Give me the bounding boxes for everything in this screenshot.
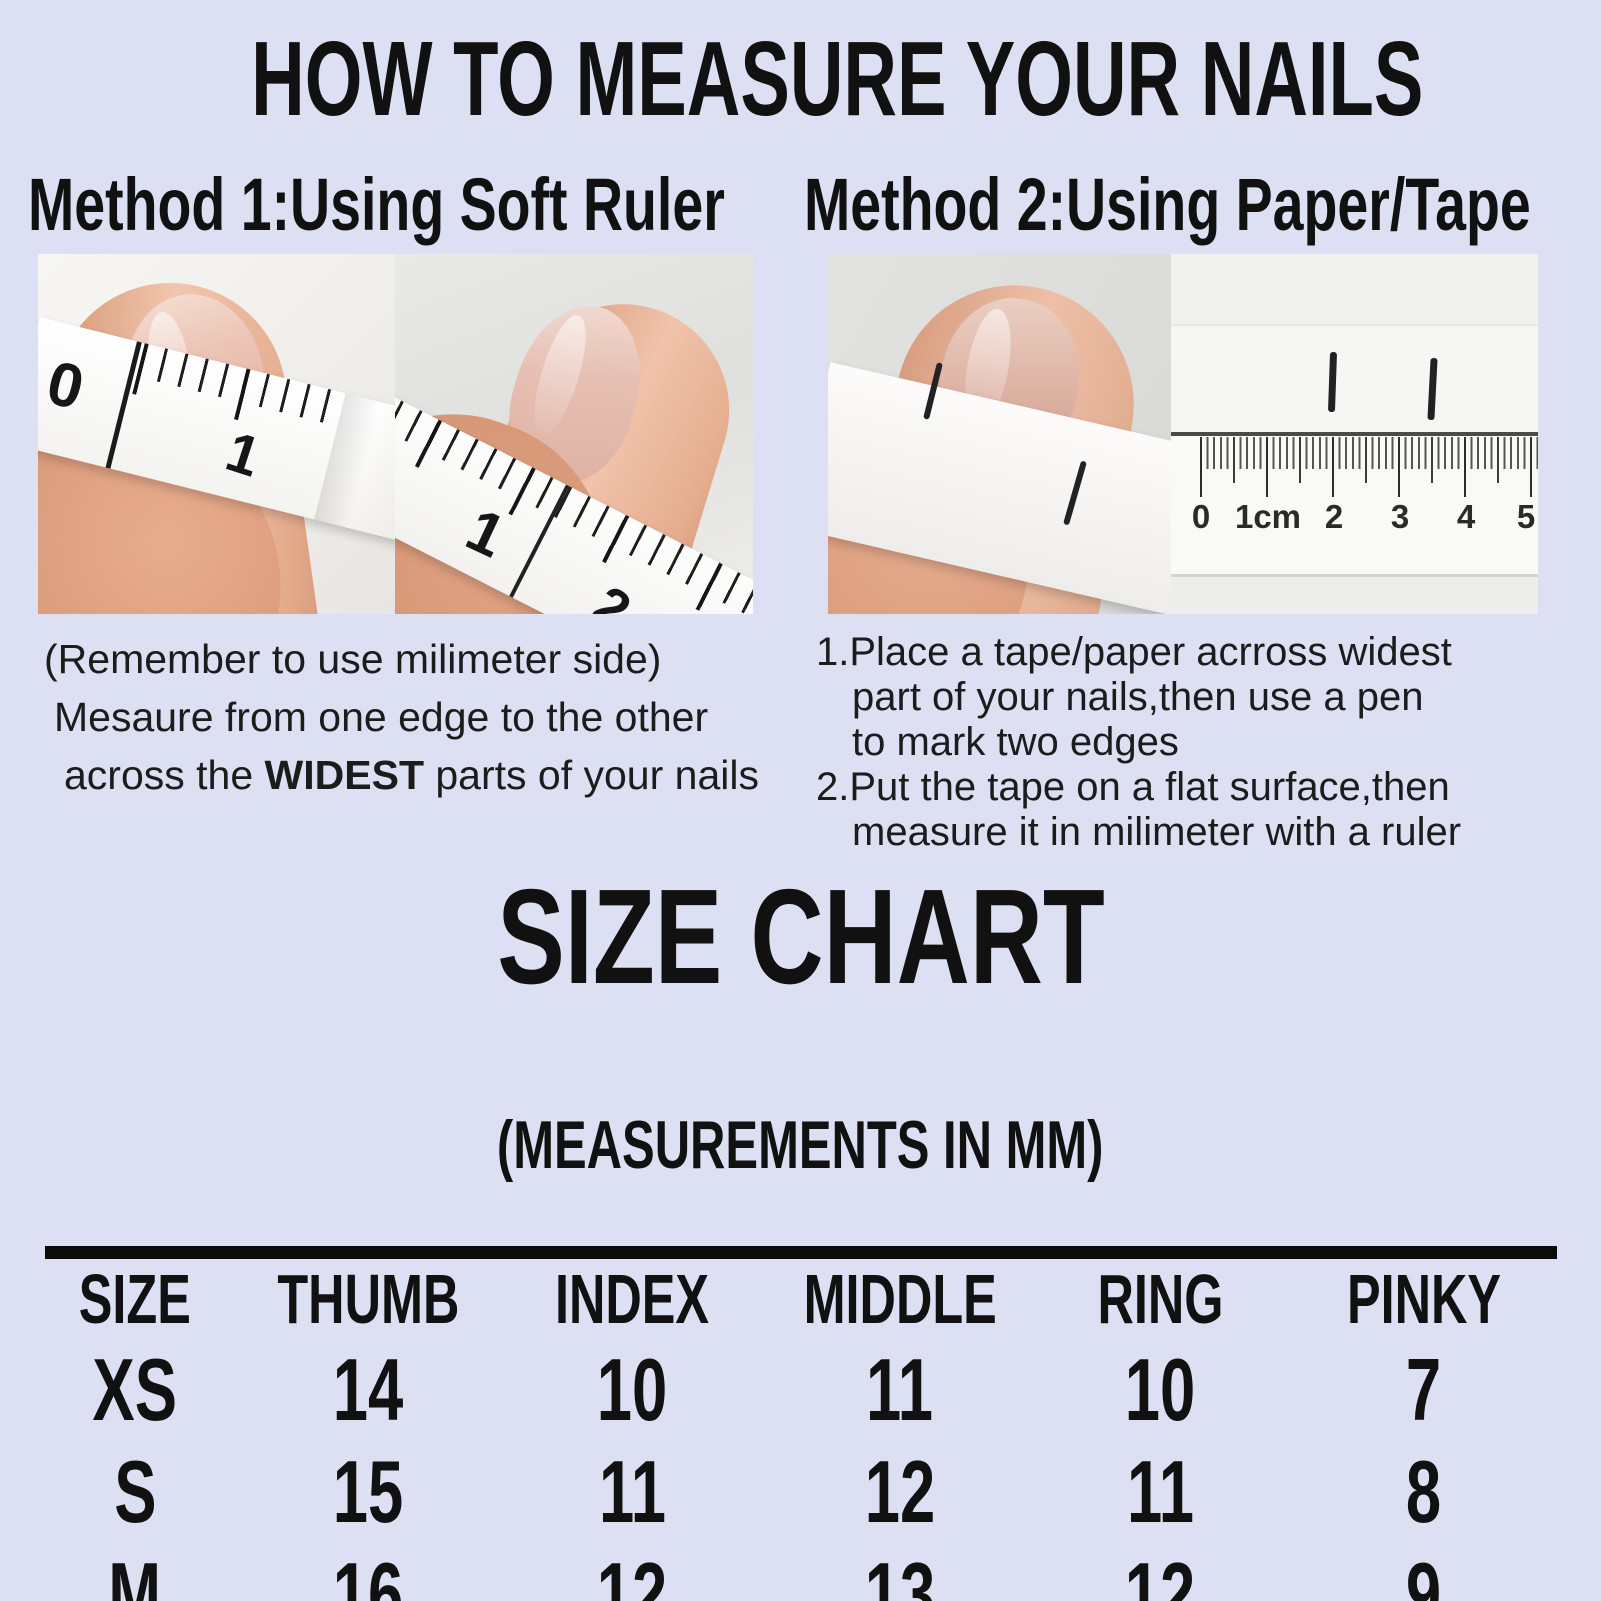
method1-instructions: (Remember to use milimeter side) Mesaure… [0,630,790,855]
method1-step-text: across the WIDEST parts of your nails [64,752,759,798]
caption-row: (Remember to use milimeter side) Mesaure… [0,630,1601,855]
method1-note: (Remember to use milimeter side) [44,636,662,682]
tape-number-2: 2 [583,574,641,614]
ruler-top-edge [1171,432,1538,436]
cell-value: 14 [333,1339,404,1439]
method-headings-row: Method 1:Using Soft Ruler Method 2:Using… [0,168,1601,242]
col-header-size: SIZE [78,1259,191,1338]
photo-method2-paper-marks [828,254,1171,614]
method2-step1: 1.Place a tape/paper acrross widest [816,630,1452,674]
table-row-xs: XS 14 10 11 10 7 [36,1339,1566,1441]
size-label: S [113,1441,157,1541]
cell-value: 7 [1406,1339,1442,1439]
cell-value: 16 [333,1543,404,1601]
ruler-bottom-edge [1171,574,1538,614]
tape-number-1: 1 [218,419,269,489]
page-title: HOW TO MEASURE YOUR NAILS [0,0,1601,132]
cell-value: 12 [596,1543,668,1601]
col-header-index: INDEX [555,1259,710,1338]
photo-method1-ruler-wrap: 1 2 [395,254,753,614]
cell-value: 10 [1124,1339,1196,1439]
photo-method2-ruler: 0 1cm 2 3 4 5 [1171,254,1538,614]
method2-step1-cont: part of your nails,then use a pen [852,675,1424,719]
cell-value: 10 [596,1339,668,1439]
table-row-m: M 16 12 13 12 9 [36,1543,1566,1601]
photo-row: 0 1 1 2 [0,254,1601,614]
table-row-s: S 15 11 12 11 8 [36,1441,1566,1543]
ruler-label-1cm: 1cm [1234,498,1302,535]
nail-shine [524,310,596,440]
size-chart-subtitle: (MEASUREMENTS IN MM) [497,1107,1104,1184]
photo-gap [753,254,828,614]
table-top-rule [44,1245,1557,1259]
cell-value: 15 [333,1441,404,1541]
method2-step1-cont: to mark two edges [852,720,1179,764]
tape-number-1: 1 [456,495,516,571]
col-header-pinky: PINKY [1346,1259,1501,1338]
method2-step2: 2.Put the tape on a flat surface,then [816,765,1450,809]
tape-number-0: 0 [40,348,91,424]
widest-emphasis: WIDEST [264,752,424,798]
ruler-label-2: 2 [1324,498,1344,535]
photo-method1-ruler-zero: 0 1 [38,254,395,614]
method1-heading: Method 1:Using Soft Ruler [28,163,725,246]
ruler-label-4: 4 [1456,498,1476,535]
ruler-tick-marks [1171,437,1538,497]
method2-instructions: 1.Place a tape/paper acrross widest part… [790,630,1601,855]
cell-value: 8 [1406,1441,1442,1541]
ruler-label-0: 0 [1191,498,1211,535]
cell-value: 12 [864,1441,936,1541]
cell-value: 12 [1124,1543,1196,1601]
page-title-text: HOW TO MEASURE YOUR NAILS [251,20,1424,138]
col-header-middle: MIDDLE [803,1259,997,1338]
cell-value: 9 [1406,1543,1442,1601]
size-label: M [108,1543,162,1601]
size-chart-title: SIZE CHART [496,861,1105,1012]
size-label: XS [92,1339,178,1439]
cell-value: 13 [864,1543,936,1601]
cell-value: 11 [866,1339,934,1439]
method2-step2-cont: measure it in milimeter with a ruler [852,810,1462,854]
cell-value: 11 [598,1441,666,1541]
ruler-label-3: 3 [1390,498,1410,535]
size-chart-table: SIZE THUMB INDEX MIDDLE RING PINKY XS 14… [36,1259,1566,1601]
ruler-label-5: 5 [1516,498,1536,535]
cell-value: 11 [1126,1441,1194,1541]
table-header-row: SIZE THUMB INDEX MIDDLE RING PINKY [36,1259,1566,1339]
method1-step-text: Mesaure from one edge to the other [54,694,709,740]
method2-heading: Method 2:Using Paper/Tape [804,163,1531,246]
marked-paper [1171,324,1538,434]
col-header-thumb: THUMB [277,1259,460,1338]
tape-zero-line [105,341,142,469]
col-header-ring: RING [1097,1259,1224,1338]
